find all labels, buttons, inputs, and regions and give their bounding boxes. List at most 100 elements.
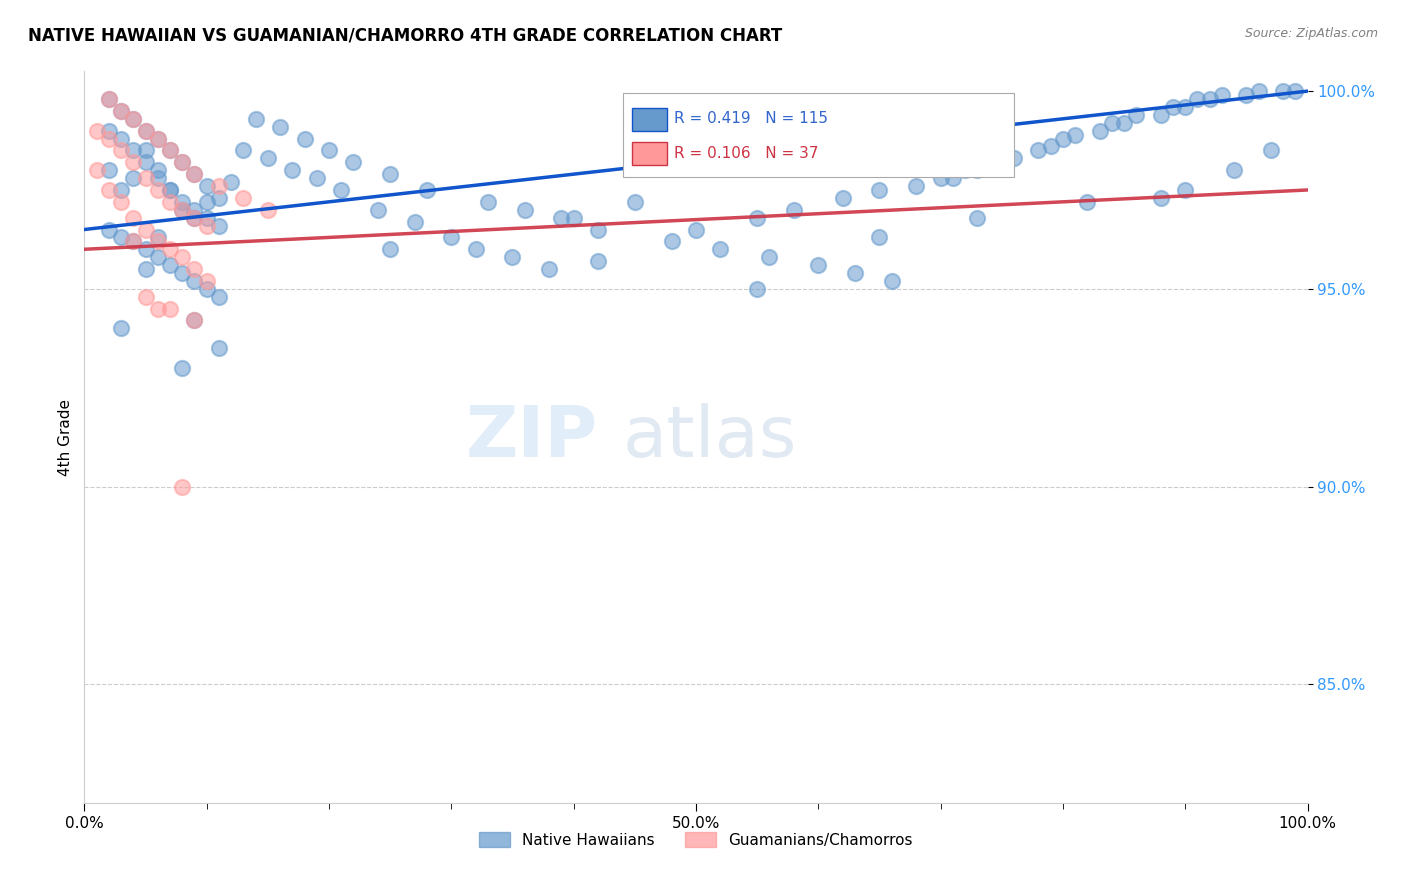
Point [183, 167, 205, 181]
Point [146, 183, 169, 197]
Point [747, 211, 769, 225]
Point [562, 211, 585, 225]
Point [122, 144, 145, 158]
Point [97, 183, 120, 197]
Point [159, 144, 181, 158]
Point [110, 103, 132, 118]
Point [831, 191, 853, 205]
Point [219, 175, 242, 189]
Point [404, 214, 426, 228]
Point [110, 183, 132, 197]
Point [991, 155, 1014, 169]
Point [122, 211, 145, 225]
Point [183, 313, 205, 327]
Point [245, 112, 267, 126]
Point [146, 250, 169, 264]
Point [97, 92, 120, 106]
Point [208, 341, 231, 355]
Point [195, 219, 218, 233]
Point [183, 202, 205, 217]
Point [122, 112, 145, 126]
Point [1088, 123, 1111, 137]
Point [172, 360, 194, 375]
Point [195, 194, 218, 209]
Point [208, 179, 231, 194]
Point [905, 179, 928, 194]
Point [342, 155, 364, 169]
Point [380, 167, 402, 181]
Point [122, 235, 145, 249]
Point [929, 171, 952, 186]
Point [135, 123, 157, 137]
Point [966, 211, 988, 225]
Text: Source: ZipAtlas.com: Source: ZipAtlas.com [1244, 27, 1378, 40]
Point [172, 155, 194, 169]
Point [208, 219, 231, 233]
Point [159, 183, 181, 197]
Point [183, 211, 205, 225]
Point [269, 120, 291, 134]
Point [869, 183, 891, 197]
Point [502, 250, 524, 264]
Point [232, 144, 254, 158]
Point [135, 123, 157, 137]
Point [146, 301, 169, 316]
Point [135, 171, 157, 186]
Point [159, 301, 181, 316]
Point [172, 155, 194, 169]
Point [172, 202, 194, 217]
Point [1211, 88, 1233, 103]
Point [159, 258, 181, 272]
Point [1114, 116, 1136, 130]
Point [281, 163, 304, 178]
Point [257, 202, 280, 217]
Point [195, 211, 218, 225]
Point [464, 242, 486, 256]
Legend: Native Hawaiians, Guamanians/Chamorros: Native Hawaiians, Guamanians/Chamorros [474, 825, 918, 854]
Point [172, 266, 194, 280]
Point [953, 163, 976, 178]
Text: R = 0.419   N = 115: R = 0.419 N = 115 [673, 112, 828, 127]
Point [110, 144, 132, 158]
Point [783, 202, 806, 217]
Point [159, 144, 181, 158]
Point [758, 250, 780, 264]
Point [685, 222, 707, 236]
Point [146, 163, 169, 178]
Point [135, 144, 157, 158]
Point [159, 242, 181, 256]
Point [586, 222, 609, 236]
Point [844, 266, 866, 280]
Point [110, 194, 132, 209]
Point [1161, 100, 1184, 114]
Point [1247, 84, 1270, 98]
Point [195, 179, 218, 194]
Text: R = 0.106   N = 37: R = 0.106 N = 37 [673, 145, 818, 161]
Point [122, 235, 145, 249]
Point [135, 222, 157, 236]
Point [1076, 194, 1098, 209]
Point [1039, 139, 1062, 153]
Point [135, 262, 157, 277]
Point [183, 211, 205, 225]
Point [1174, 100, 1197, 114]
Point [1223, 163, 1246, 178]
Point [880, 274, 903, 288]
Text: ZIP: ZIP [465, 402, 598, 472]
Point [146, 131, 169, 145]
Point [183, 274, 205, 288]
Point [135, 155, 157, 169]
Point [942, 171, 965, 186]
Point [110, 131, 132, 145]
Point [440, 230, 463, 244]
Point [513, 202, 536, 217]
Point [172, 250, 194, 264]
Y-axis label: 4th Grade: 4th Grade [58, 399, 73, 475]
Point [709, 242, 731, 256]
Point [159, 183, 181, 197]
Point [146, 235, 169, 249]
Bar [633, 108, 666, 131]
Point [747, 282, 769, 296]
Point [869, 230, 891, 244]
Point [110, 230, 132, 244]
